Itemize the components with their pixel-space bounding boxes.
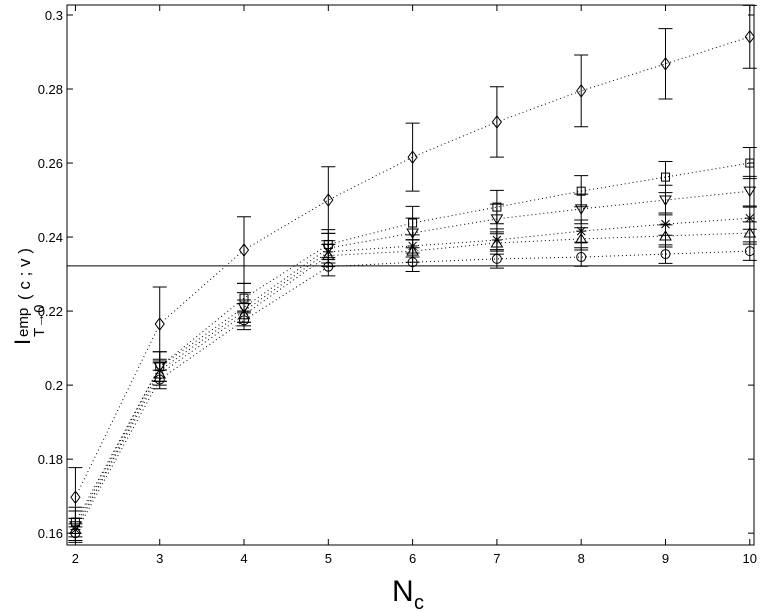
series bbox=[68, 146, 757, 538]
marker bbox=[70, 490, 81, 505]
error-bar bbox=[658, 184, 673, 216]
y-label-argument: ( c ; v ) bbox=[15, 248, 34, 300]
marker bbox=[660, 249, 671, 260]
series-line bbox=[74, 217, 750, 530]
y-label-subscript: T→0 bbox=[31, 304, 48, 337]
series-line bbox=[74, 232, 750, 530]
error-bar bbox=[68, 523, 83, 543]
error-bar bbox=[405, 252, 420, 272]
marker bbox=[659, 229, 672, 241]
marker bbox=[490, 214, 504, 225]
error-bar bbox=[742, 146, 757, 180]
error-bar bbox=[658, 244, 673, 264]
marker bbox=[744, 213, 755, 224]
plot-frame bbox=[66, 4, 755, 546]
error-bar bbox=[237, 310, 252, 331]
marker bbox=[239, 315, 250, 326]
x-tick-label: 5 bbox=[325, 551, 332, 566]
marker bbox=[406, 228, 419, 239]
error-bar bbox=[574, 193, 589, 225]
error-bar bbox=[742, 4, 757, 69]
marker bbox=[70, 528, 81, 539]
x-tick-label: 7 bbox=[493, 551, 500, 566]
marker bbox=[407, 150, 418, 164]
y-tick-label: 0.3 bbox=[45, 8, 63, 23]
marker bbox=[238, 243, 250, 257]
x-tick-label: 10 bbox=[743, 551, 757, 566]
series bbox=[68, 241, 757, 543]
error-bar bbox=[742, 175, 757, 207]
x-tick-label: 3 bbox=[156, 551, 163, 566]
error-bar bbox=[489, 86, 504, 158]
x-tick-label: 8 bbox=[578, 551, 585, 566]
y-tick-label: 0.26 bbox=[38, 156, 63, 171]
marker bbox=[407, 257, 418, 268]
marker bbox=[574, 204, 588, 215]
x-tick-label: 6 bbox=[409, 551, 416, 566]
marker bbox=[745, 158, 755, 168]
error-bar bbox=[574, 54, 589, 128]
error-bar bbox=[658, 224, 673, 248]
marker bbox=[576, 252, 587, 263]
marker bbox=[743, 227, 757, 238]
marker bbox=[744, 246, 755, 257]
marker bbox=[659, 195, 672, 207]
marker bbox=[490, 237, 504, 248]
error-bar bbox=[489, 249, 504, 269]
marker bbox=[660, 219, 671, 230]
marker bbox=[154, 374, 165, 385]
y-tick-label: 0.2 bbox=[45, 378, 63, 393]
marker bbox=[574, 232, 588, 244]
marker bbox=[744, 29, 755, 44]
marker bbox=[491, 253, 502, 264]
error-bar bbox=[405, 122, 420, 192]
error-bar bbox=[321, 256, 336, 277]
y-label-main: I bbox=[10, 339, 35, 345]
y-label-superscript: emp bbox=[15, 308, 32, 337]
y-tick-label: 0.16 bbox=[38, 526, 63, 541]
error-bar bbox=[658, 28, 673, 100]
x-tick-label: 2 bbox=[72, 551, 79, 566]
marker bbox=[491, 115, 503, 129]
x-tick-label: 9 bbox=[662, 551, 669, 566]
y-tick-label: 0.28 bbox=[38, 82, 63, 97]
y-tick-label: 0.24 bbox=[38, 230, 63, 245]
marker bbox=[660, 172, 670, 182]
marker bbox=[154, 317, 165, 331]
series bbox=[68, 175, 757, 542]
error-bar bbox=[574, 247, 589, 267]
error-bar bbox=[742, 241, 757, 261]
y-axis-label: I emp T→0 ( c ; v ) bbox=[10, 248, 48, 345]
marker bbox=[323, 261, 334, 272]
marker bbox=[576, 84, 587, 98]
x-axis-label: N c bbox=[392, 575, 424, 611]
error-bar bbox=[152, 369, 167, 390]
series-line bbox=[74, 250, 750, 534]
x-label-main: N bbox=[392, 575, 414, 608]
y-tick-label: 0.18 bbox=[38, 452, 63, 467]
x-tick-label: 4 bbox=[240, 551, 247, 566]
marker bbox=[323, 193, 334, 207]
y-tick-label: 0.22 bbox=[38, 304, 63, 319]
marker bbox=[743, 186, 757, 198]
marker bbox=[660, 57, 671, 71]
x-label-subscript: c bbox=[414, 592, 424, 611]
